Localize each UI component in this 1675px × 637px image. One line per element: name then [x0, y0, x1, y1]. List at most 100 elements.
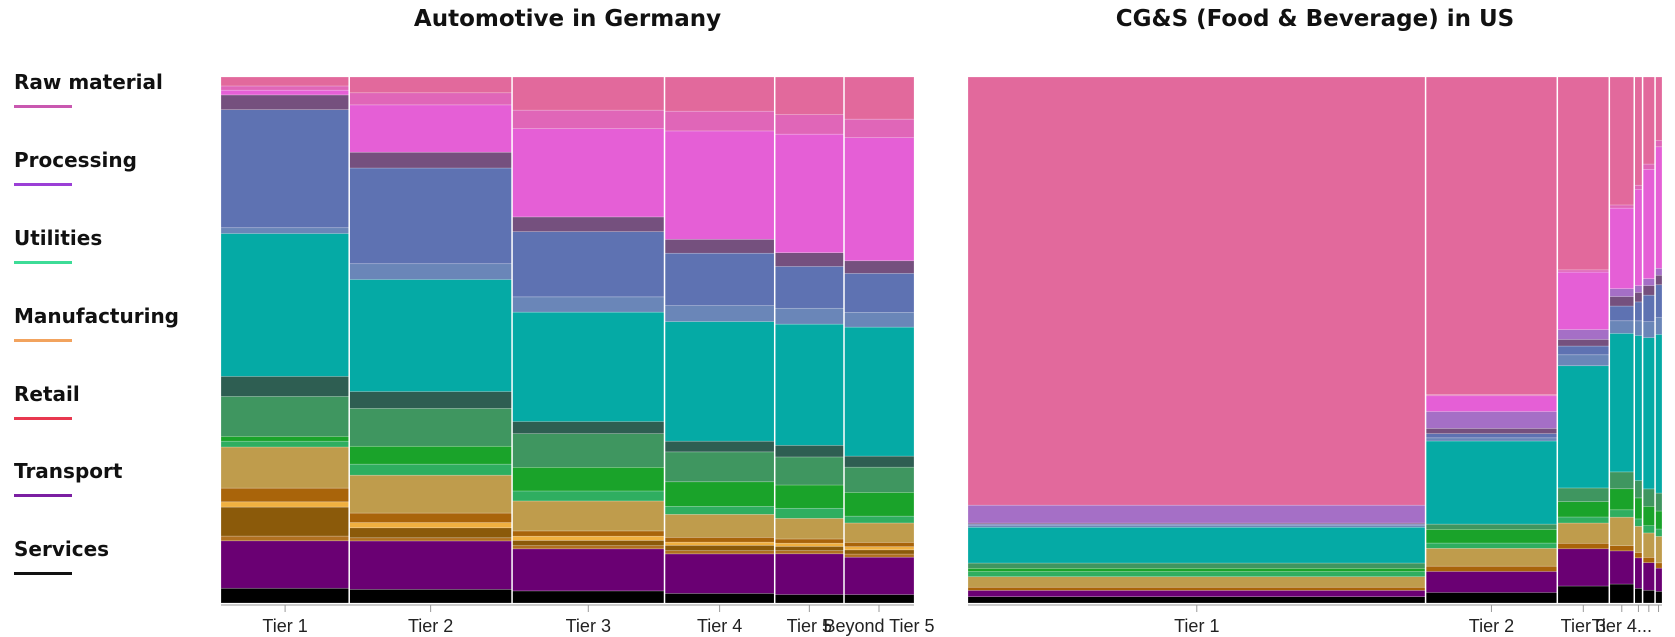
segment	[1425, 433, 1558, 439]
segment	[511, 548, 665, 592]
segment	[511, 530, 665, 537]
segment	[843, 492, 915, 517]
segment	[511, 231, 665, 298]
x-tick-label: Tier 2	[1469, 616, 1514, 636]
segment	[1425, 76, 1558, 396]
segment	[220, 446, 350, 489]
segment	[843, 553, 915, 558]
segment	[1633, 587, 1643, 604]
segment	[348, 463, 513, 476]
segment	[774, 594, 845, 604]
segment	[843, 515, 915, 524]
segment	[511, 540, 665, 546]
segment	[1642, 589, 1656, 604]
segment	[1642, 488, 1656, 507]
segment	[1609, 488, 1635, 511]
segment	[220, 85, 350, 91]
segment	[843, 273, 915, 313]
segment	[774, 252, 845, 267]
segment	[967, 562, 1426, 569]
legend-item-utilities: Utilities	[14, 226, 102, 264]
legend-item-raw-material: Raw material	[14, 70, 163, 108]
segment	[843, 455, 915, 468]
segment	[843, 556, 915, 595]
segment	[843, 522, 915, 543]
segment	[967, 567, 1426, 572]
segment	[1633, 285, 1643, 293]
segment	[967, 586, 1426, 591]
segment	[664, 305, 776, 322]
segment	[348, 474, 513, 514]
segment	[348, 391, 513, 409]
segment	[1557, 345, 1610, 356]
segment	[1425, 529, 1558, 544]
segment	[1609, 545, 1635, 552]
segment	[967, 590, 1426, 597]
segment	[1425, 565, 1558, 572]
segment	[774, 546, 845, 551]
segment	[1633, 480, 1643, 499]
segment	[348, 279, 513, 392]
legend-label: Utilities	[14, 226, 103, 250]
segment	[1609, 583, 1635, 604]
segment	[1425, 592, 1558, 604]
segment	[1654, 268, 1663, 276]
segment	[1425, 547, 1558, 567]
segment	[664, 110, 776, 132]
segment	[348, 537, 513, 542]
legend-label: Raw material	[14, 70, 163, 94]
segment	[774, 307, 845, 325]
x-tick-label: Tier 2	[408, 616, 453, 636]
segment	[774, 133, 845, 253]
segment	[1425, 571, 1558, 593]
segment	[220, 376, 350, 397]
legend-item-manufacturing: Manufacturing	[14, 304, 179, 342]
segment	[348, 263, 513, 280]
segment	[774, 550, 845, 555]
segment	[220, 89, 350, 96]
segment	[220, 440, 350, 448]
segment	[664, 321, 776, 442]
segment	[664, 451, 776, 483]
segment	[967, 526, 1426, 564]
segment	[1654, 562, 1663, 569]
segment	[1633, 335, 1643, 481]
segment	[774, 76, 845, 115]
segment	[664, 506, 776, 515]
segment	[220, 587, 350, 604]
segment	[1425, 411, 1558, 429]
segment	[348, 445, 513, 465]
segment	[511, 490, 665, 502]
segment	[774, 542, 845, 547]
legend-item-services: Services	[14, 537, 109, 575]
segment	[1633, 320, 1643, 336]
segment	[511, 296, 665, 313]
segment	[843, 546, 915, 551]
segment	[967, 571, 1426, 578]
segment	[220, 94, 350, 110]
segment	[843, 312, 915, 328]
segment	[1642, 76, 1656, 165]
segment	[1654, 317, 1663, 335]
segment	[511, 545, 665, 550]
x-tick-label: Tier 5	[787, 616, 832, 636]
segment	[774, 507, 845, 519]
segment	[843, 260, 915, 274]
segment	[348, 76, 513, 94]
segment	[1609, 296, 1635, 307]
legend-label: Services	[14, 537, 110, 561]
segment	[1642, 525, 1656, 534]
segment	[843, 118, 915, 138]
x-tick-label: Beyond Tier 5	[823, 616, 934, 636]
segment	[511, 500, 665, 532]
segment	[1425, 542, 1558, 549]
segment	[774, 323, 845, 446]
legend-label: Manufacturing	[14, 304, 179, 328]
segment	[1609, 333, 1635, 473]
legend: Raw material Processing Utilities Manufa…	[14, 0, 214, 637]
legend-swatch	[14, 339, 72, 342]
segment	[1633, 525, 1643, 553]
segment	[1425, 395, 1558, 412]
segment	[511, 590, 665, 604]
